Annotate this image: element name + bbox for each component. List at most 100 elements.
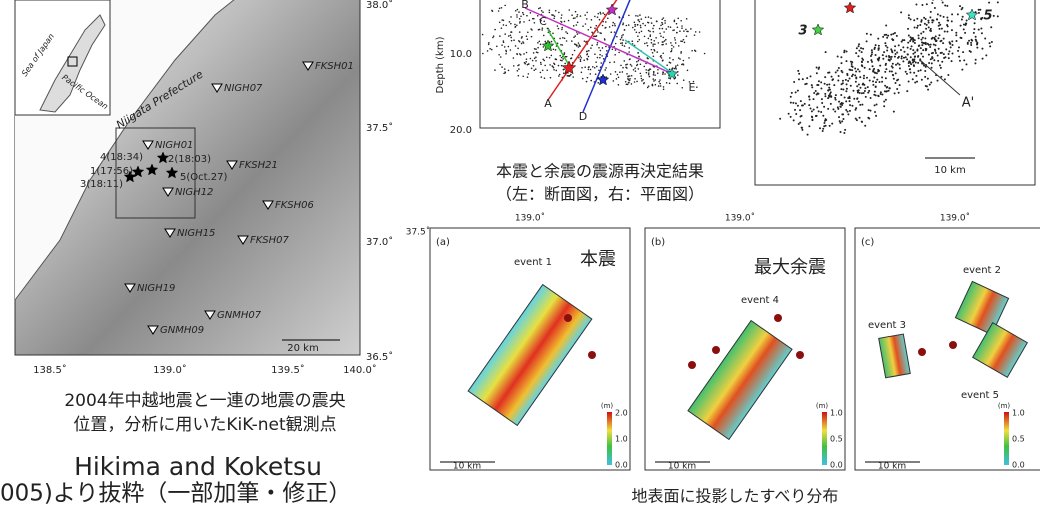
epicenter xyxy=(886,37,888,39)
epicenter xyxy=(913,19,915,21)
hypocenter xyxy=(518,64,520,66)
epicenter xyxy=(914,55,916,57)
hypocenter xyxy=(637,24,639,26)
epicenter xyxy=(875,115,877,117)
hypocenter xyxy=(562,37,564,39)
hypocenter xyxy=(668,26,670,28)
lon-tick: 139.0˚ xyxy=(940,213,970,224)
hypocenter xyxy=(563,72,565,74)
hypocenter xyxy=(641,80,643,82)
epicenter xyxy=(958,56,960,58)
epicenter xyxy=(925,48,927,50)
epicenter xyxy=(931,67,933,69)
hypocenter xyxy=(594,53,596,55)
epicenter xyxy=(898,56,900,58)
hypocenter xyxy=(672,59,674,61)
epicenter xyxy=(859,117,861,119)
hypocenter xyxy=(538,8,540,10)
hypocenter xyxy=(613,80,615,82)
hypocenter xyxy=(650,68,652,70)
hypocenter xyxy=(645,69,647,71)
epicenter xyxy=(938,34,940,36)
hypocenter xyxy=(553,48,555,50)
hypocenter xyxy=(681,27,683,29)
hypocenter xyxy=(516,16,518,18)
epicenter xyxy=(869,110,871,112)
page: { "location_map": { "lat_ticks": ["38.0˚… xyxy=(0,0,1040,506)
hypocenter xyxy=(648,30,650,32)
epicenter xyxy=(942,1,944,3)
epicenter xyxy=(825,51,827,53)
epicenter xyxy=(912,49,914,51)
epicenter xyxy=(906,73,908,75)
epicenter xyxy=(859,70,861,72)
epicenter xyxy=(867,61,869,63)
hypocenter xyxy=(539,41,541,43)
epicenter xyxy=(866,77,868,79)
hypocenter xyxy=(680,51,682,53)
epicenter xyxy=(899,64,901,66)
hypocenter xyxy=(620,65,622,67)
epicenter xyxy=(951,29,953,31)
epicenter xyxy=(842,82,844,84)
epicenter xyxy=(938,28,940,30)
epicenter xyxy=(858,101,860,103)
station-label: FKSH07 xyxy=(250,235,290,246)
epicenter xyxy=(891,56,893,58)
hypocenter xyxy=(599,57,601,59)
station-label: FKSH06 xyxy=(275,200,314,211)
hypocenter xyxy=(561,29,563,31)
epicenter xyxy=(931,62,933,64)
hypocenter xyxy=(649,31,651,33)
lat-tick: 36.5˚ xyxy=(366,351,393,363)
hypocenter xyxy=(621,37,623,39)
hypocenter xyxy=(574,35,576,37)
hypocenter xyxy=(540,44,542,46)
hypocenter xyxy=(588,66,590,68)
hypocenter xyxy=(544,65,546,67)
epicenter xyxy=(845,100,847,102)
epicenter xyxy=(860,47,862,49)
epicenter xyxy=(798,123,800,125)
epicenter xyxy=(795,91,797,93)
epicenter xyxy=(913,64,915,66)
epicenter xyxy=(898,92,900,94)
hypocenter xyxy=(580,59,582,61)
hypocenter xyxy=(653,49,655,51)
hypocenter xyxy=(498,10,500,12)
epicenter xyxy=(885,25,887,27)
hypocenter xyxy=(501,7,503,9)
epicenter xyxy=(973,32,975,34)
hypocenter xyxy=(656,21,658,23)
epicenter xyxy=(943,38,945,40)
lon-tick: 140.0˚ xyxy=(343,364,377,376)
hypocenter xyxy=(516,24,518,26)
epicenter xyxy=(943,53,945,55)
hypocenter xyxy=(573,17,575,19)
epicenter xyxy=(851,69,853,71)
hypocenter xyxy=(654,43,656,45)
hypocenter xyxy=(530,12,532,14)
hypocenter xyxy=(658,42,660,44)
epicenter xyxy=(920,21,922,23)
epicenter xyxy=(930,58,932,60)
epicenter xyxy=(930,11,932,13)
epicenter xyxy=(844,50,846,52)
hypocenter xyxy=(569,75,571,77)
epicenter xyxy=(869,79,871,81)
epicenter xyxy=(797,70,799,72)
epicenter xyxy=(921,4,923,6)
hypocenter xyxy=(605,27,607,29)
hypocenter xyxy=(659,83,661,85)
hypocenter xyxy=(695,31,697,33)
hypocenter xyxy=(582,25,584,27)
hypocenter xyxy=(603,58,605,60)
hypocenter xyxy=(618,52,620,54)
hypocenter xyxy=(559,38,561,40)
hypocenter xyxy=(533,52,535,54)
depth-tick: 10.0 xyxy=(450,49,472,60)
hypocenter xyxy=(588,29,590,31)
hypocenter xyxy=(676,83,678,85)
epicenter xyxy=(964,32,966,34)
hypocenter xyxy=(587,59,589,61)
